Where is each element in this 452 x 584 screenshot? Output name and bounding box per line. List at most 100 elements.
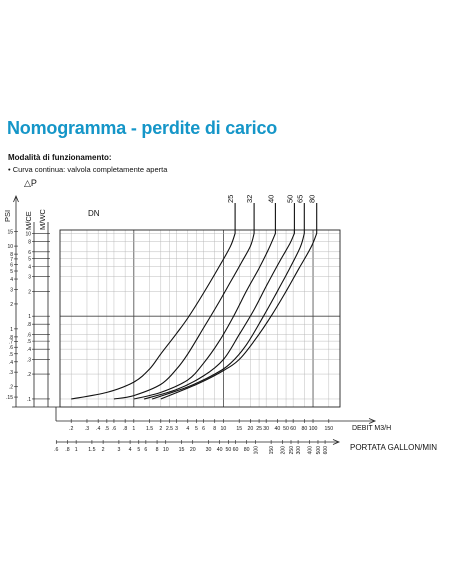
mce-tick-label: .2 <box>27 372 31 378</box>
m3h-tick-label: 10 <box>221 426 227 432</box>
gpm-axis-label: PORTATA GALLON/MIN <box>350 443 437 452</box>
psi-tick-label: 1 <box>10 327 13 333</box>
gpm-tick-label: 3 <box>117 447 120 453</box>
psi-tick-label: 15 <box>7 230 13 236</box>
m3h-axis-arrow <box>368 418 377 424</box>
gpm-tick-label: .6 <box>54 447 58 453</box>
mce-tick-label: .6 <box>27 333 31 339</box>
chart-series: 25 32 40 50 65 80 <box>71 195 318 400</box>
mce-tick-label: 8 <box>28 239 31 245</box>
mce-tick-label: .8 <box>27 322 31 328</box>
m3h-tick-label: 20 <box>248 426 254 432</box>
curve-dn-40 <box>133 203 276 400</box>
m3h-tick-label: 100 <box>309 426 318 432</box>
label-dn-50: 50 <box>285 195 294 203</box>
gpm-tick-label: 4 <box>129 447 132 453</box>
gpm-tick-label: 1.5 <box>88 447 95 453</box>
m3h-tick-label: .6 <box>112 426 116 432</box>
m3h-tick-label: 1 <box>132 426 135 432</box>
m3h-tick-label: .3 <box>85 426 89 432</box>
mce-tick-label: .4 <box>27 347 31 353</box>
psi-tick-label: 4 <box>10 277 13 283</box>
mce-tick-label: 4 <box>28 264 31 270</box>
gpm-tick-label: 30 <box>206 447 212 453</box>
gpm-tick-label: 5 <box>137 447 140 453</box>
m3h-tick-label: 40 <box>274 426 280 432</box>
m3h-tick-label: 6 <box>202 426 205 432</box>
mce-tick-label: .5 <box>27 339 31 345</box>
m3h-tick-label: 30 <box>263 426 269 432</box>
gpm-axis-arrow <box>332 439 341 445</box>
m3h-tick-label: 3 <box>175 426 178 432</box>
gpm-tick-label: 15 <box>179 447 185 453</box>
label-dn-40: 40 <box>266 195 275 203</box>
psi-axis-label: PSI <box>3 210 12 222</box>
gpm-tick-label: 100 <box>253 446 259 455</box>
delta-p-label: △P <box>24 178 37 188</box>
mce-tick-label: 1 <box>28 314 31 320</box>
psi-tick-label: 2 <box>10 302 13 308</box>
psi-tick-label: .6 <box>9 345 13 351</box>
psi-tick-label: .15 <box>6 395 13 401</box>
gpm-tick-label: 10 <box>163 447 169 453</box>
gpm-tick-label: 1 <box>75 447 78 453</box>
psi-tick-label: 7 <box>10 257 13 263</box>
m3h-tick-label: 2 <box>159 426 162 432</box>
psi-tick-label: .4 <box>9 360 13 366</box>
m3h-tick-label: 15 <box>236 426 242 432</box>
m3h-tick-label: 60 <box>290 426 296 432</box>
m3h-tick-label: 150 <box>324 426 333 432</box>
psi-tick-label: .8 <box>9 335 13 341</box>
m3h-tick-label: 5 <box>195 426 198 432</box>
m3h-tick-label: 25 <box>256 426 262 432</box>
m3h-tick-label: 8 <box>213 426 216 432</box>
gpm-tick-label: .8 <box>65 447 69 453</box>
label-dn-32: 32 <box>245 195 254 203</box>
m3h-axis-label: DEBIT M3/H <box>352 425 391 432</box>
psi-tick-label: .2 <box>9 385 13 391</box>
mce-tick-label: 10 <box>25 231 31 237</box>
psi-axis-arrow <box>13 194 19 203</box>
m3h-tick-label: .8 <box>123 426 127 432</box>
gpm-tick-label: 8 <box>156 447 159 453</box>
dn-legend-title: DN <box>88 209 100 218</box>
curve-dn-65 <box>151 203 305 400</box>
mce-tick-label: .3 <box>27 357 31 363</box>
gpm-tick-label: 300 <box>296 446 302 455</box>
psi-tick-label: .7 <box>9 340 13 346</box>
gpm-tick-label: 600 <box>323 446 329 455</box>
mce-tick-label: 6 <box>28 250 31 256</box>
section-subtitle: Modalità di funzionamento: <box>8 153 112 162</box>
gpm-tick-label: 400 <box>307 446 313 455</box>
gpm-tick-label: 40 <box>217 447 223 453</box>
gpm-tick-label: 50 <box>225 447 231 453</box>
curve-dn-32 <box>113 203 255 400</box>
m3h-tick-label: 50 <box>283 426 289 432</box>
gpm-tick-label: 20 <box>190 447 196 453</box>
gpm-tick-label: 2 <box>102 447 105 453</box>
m3h-tick-label: .5 <box>105 426 109 432</box>
m3h-tick-label: 2.5 <box>166 426 173 432</box>
psi-tick-label: 5 <box>10 269 13 275</box>
chart-frame <box>59 229 341 408</box>
curve-dn-80 <box>160 203 318 400</box>
m3h-tick-label: 1.5 <box>146 426 153 432</box>
m3h-tick-label: 80 <box>301 426 307 432</box>
plot-frame <box>59 229 341 408</box>
curve-dn-50 <box>143 203 295 400</box>
mwc-axis-label: M/WC <box>38 209 47 230</box>
psi-tick-label: .3 <box>9 370 13 376</box>
mce-tick-label: .1 <box>27 397 31 403</box>
psi-tick-label: .5 <box>9 352 13 358</box>
m3h-tick-label: .2 <box>69 426 73 432</box>
operating-note: • Curva continua: valvola completamente … <box>8 165 168 174</box>
m3h-tick-label: 4 <box>186 426 189 432</box>
curve-dn-25 <box>71 203 236 400</box>
chart-axes: PSI M/CE M/WC151087654321.8.7.6.5.4.3.2.15… <box>3 194 437 455</box>
mce-tick-label: 2 <box>28 289 31 295</box>
gpm-tick-label: 150 <box>269 446 275 455</box>
chart-grid <box>60 230 340 407</box>
page-title: Nomogramma - perdite di carico <box>7 118 278 138</box>
gpm-tick-label: 250 <box>289 446 295 455</box>
